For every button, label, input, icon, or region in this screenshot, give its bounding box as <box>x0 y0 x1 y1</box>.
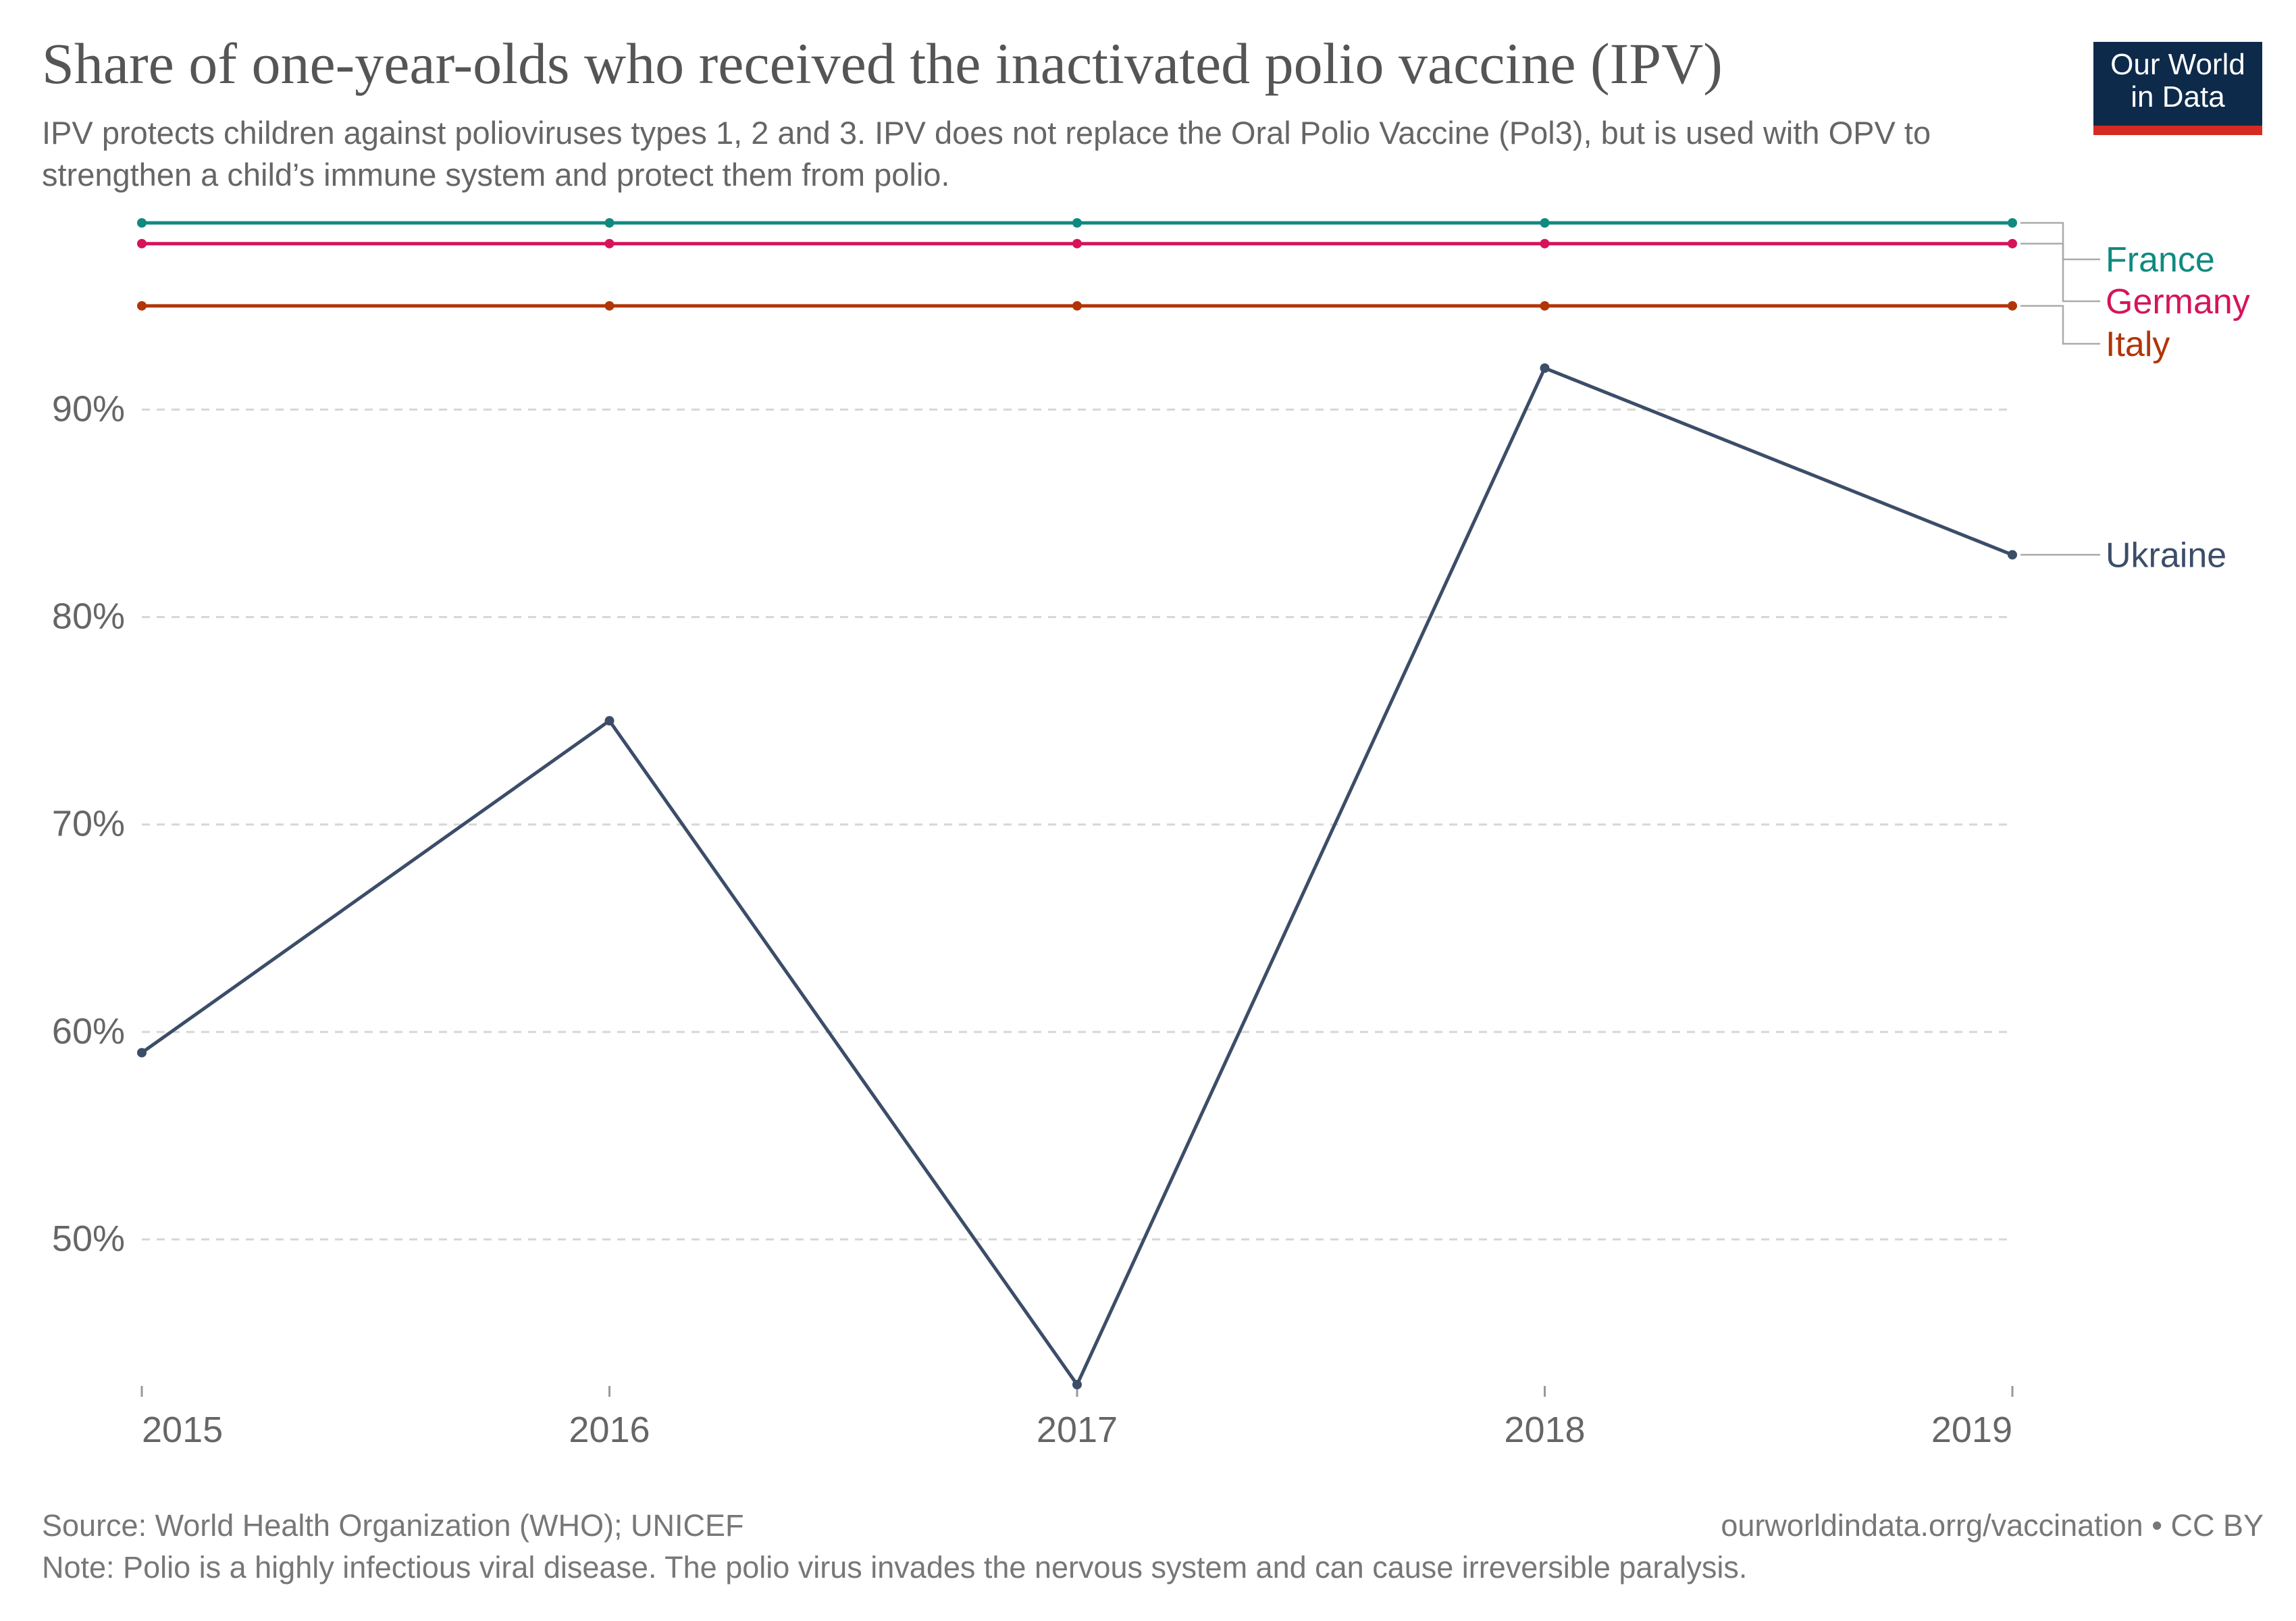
source-link[interactable]: ourworldindata.orrg/vaccination • CC BY <box>1721 1508 2264 1543</box>
data-point-italy <box>1072 301 1082 311</box>
logo-line-2: in Data <box>2131 80 2225 113</box>
data-point-italy <box>137 301 147 311</box>
series-label-france: France <box>2106 240 2215 280</box>
data-point-italy <box>604 301 615 311</box>
label-connector <box>2020 305 2100 345</box>
data-point-ukraine <box>2008 550 2017 560</box>
data-point-france <box>604 218 615 228</box>
data-point-france <box>2008 218 2017 228</box>
logo-line-1: Our World <box>2110 48 2245 81</box>
data-point-france <box>137 218 147 228</box>
series-lines <box>137 218 2017 1389</box>
label-connector <box>2020 242 2100 303</box>
grid-lines <box>142 408 2012 1241</box>
data-point-germany <box>1540 238 1550 249</box>
axes: 50% 60% 70% 80% 90% 2015 2016 2017 2018 2019 <box>52 388 2014 1450</box>
data-point-ukraine <box>1540 363 1550 373</box>
y-tick-label: 60% <box>52 1011 125 1052</box>
x-tick-label: 2018 <box>1504 1410 1585 1450</box>
data-point-germany <box>1072 238 1082 249</box>
data-point-ukraine <box>604 716 615 726</box>
data-point-germany <box>137 238 147 249</box>
data-point-ukraine <box>1072 1380 1082 1389</box>
data-point-france <box>1540 218 1550 228</box>
y-tick-label: 90% <box>52 388 125 429</box>
x-tick-label: 2015 <box>142 1410 223 1450</box>
data-point-france <box>1072 218 1082 228</box>
x-tick-label: 2019 <box>1931 1410 2012 1450</box>
x-tick-label: 2017 <box>1037 1410 1118 1450</box>
source-text: Source: World Health Organization (WHO);… <box>42 1508 744 1543</box>
series-label-ukraine: Ukraine <box>2106 536 2226 575</box>
data-point-ukraine <box>137 1048 147 1058</box>
note-text: Note: Polio is a highly infectious viral… <box>42 1550 1748 1585</box>
y-tick-label: 50% <box>52 1218 125 1259</box>
chart-subtitle: IPV protects children against poliovirus… <box>42 115 1931 192</box>
series-line-ukraine <box>140 366 2013 1387</box>
data-point-germany <box>2008 238 2017 249</box>
owid-logo[interactable]: Our World in Data <box>2093 42 2262 135</box>
y-tick-label: 70% <box>52 804 125 844</box>
data-point-italy <box>1540 301 1550 311</box>
chart-title: Share of one-year-olds who received the … <box>42 31 1723 96</box>
data-point-italy <box>2008 301 2017 311</box>
label-connector <box>2020 222 2100 261</box>
series-label-italy: Italy <box>2106 325 2170 364</box>
data-point-germany <box>604 238 615 249</box>
series-label-germany: Germany <box>2106 282 2250 321</box>
y-tick-label: 80% <box>52 596 125 637</box>
x-tick-label: 2016 <box>569 1410 650 1450</box>
